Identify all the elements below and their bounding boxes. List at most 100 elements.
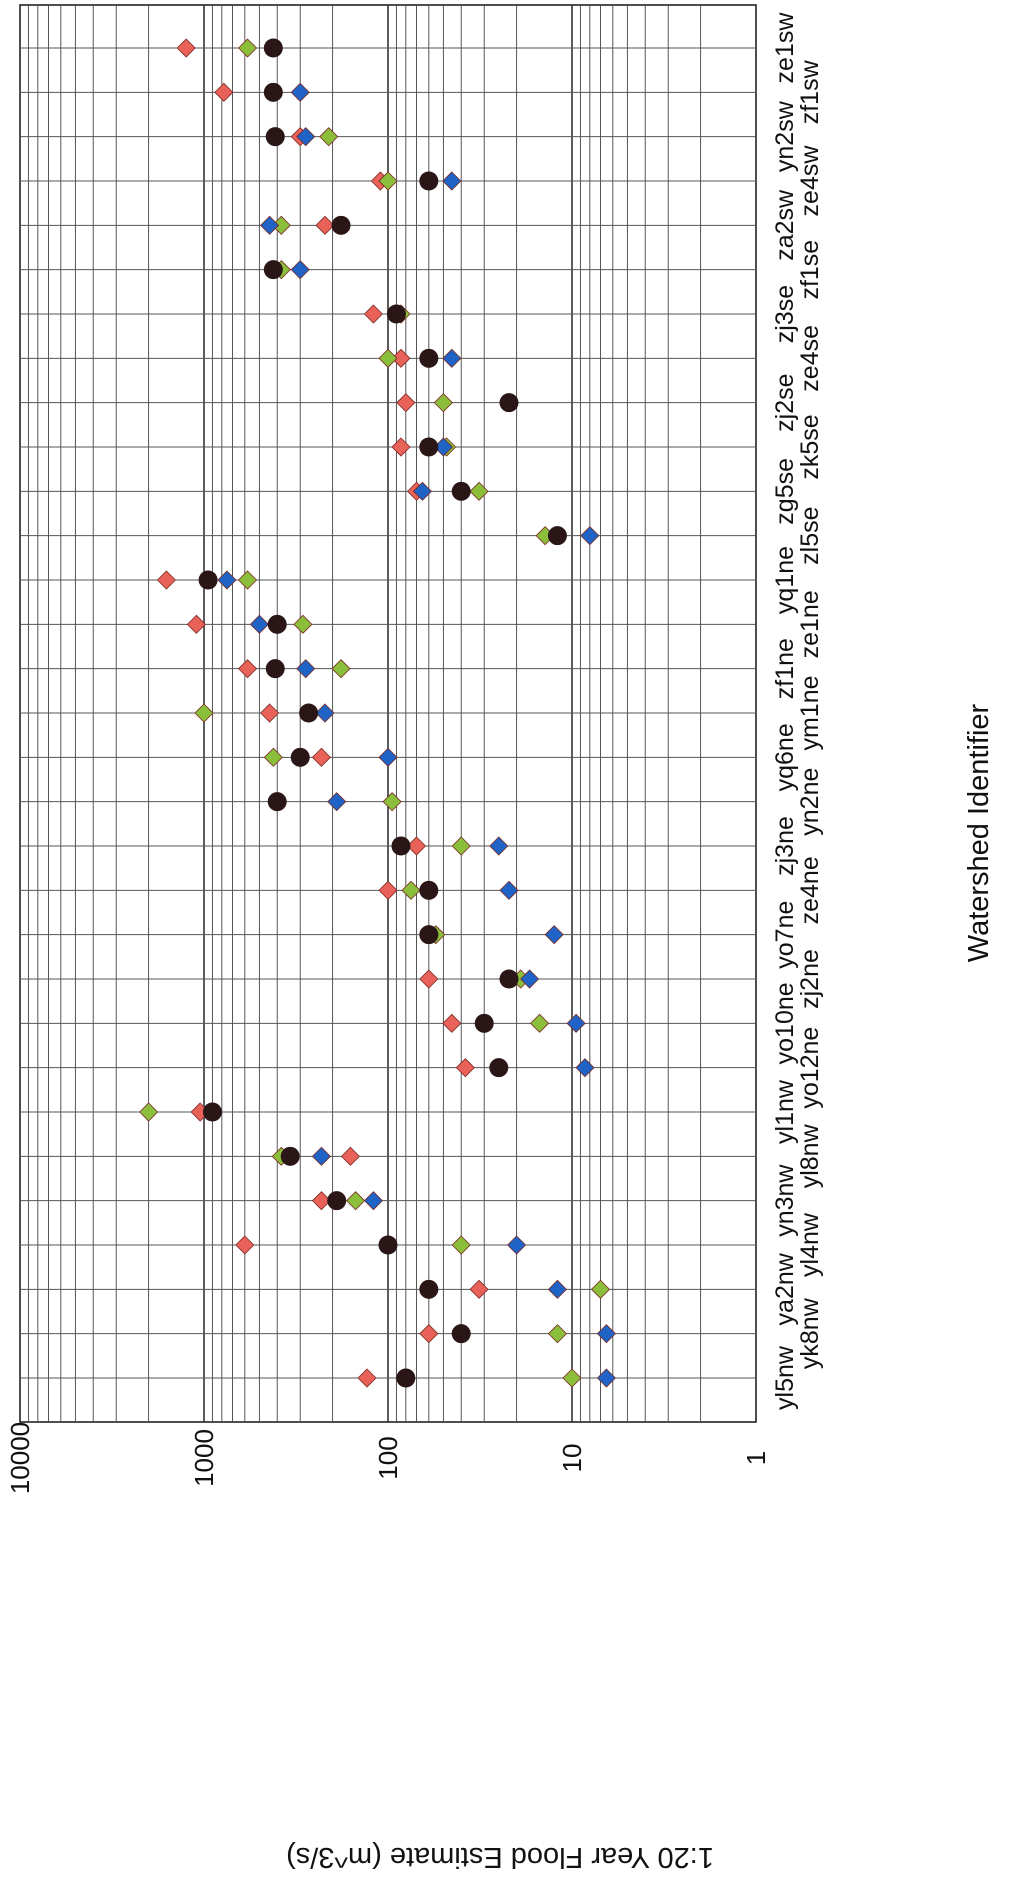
data-point-diamond bbox=[263, 747, 283, 767]
data-point-diamond bbox=[194, 703, 214, 723]
category-label: yn2ne bbox=[796, 768, 824, 836]
data-point-diamond bbox=[442, 348, 462, 368]
plot-grid bbox=[19, 4, 757, 1423]
data-point-diamond bbox=[260, 215, 280, 235]
data-point-diamond bbox=[391, 437, 411, 457]
value-tick-label: 100 bbox=[373, 1436, 403, 1479]
data-point-circle bbox=[499, 969, 519, 989]
data-point-diamond bbox=[547, 1324, 567, 1344]
category-label: yq1ne bbox=[771, 546, 799, 614]
data-point-diamond bbox=[419, 1324, 439, 1344]
data-point-circle bbox=[267, 792, 287, 812]
data-point-diamond bbox=[214, 82, 234, 102]
data-point-diamond bbox=[340, 1146, 361, 1166]
data-point-circle bbox=[451, 481, 471, 501]
data-point-circle bbox=[419, 1279, 439, 1299]
data-point-diamond bbox=[139, 1102, 159, 1122]
data-point-diamond bbox=[237, 570, 258, 590]
category-label: zj2se bbox=[771, 373, 799, 431]
data-point-circle bbox=[499, 393, 519, 413]
data-point-diamond bbox=[290, 260, 310, 280]
data-point-diamond bbox=[442, 1013, 462, 1033]
data-point-circle bbox=[202, 1102, 222, 1122]
data-point-circle bbox=[391, 836, 411, 856]
data-point-diamond bbox=[596, 1368, 616, 1388]
category-label: yl1nw bbox=[771, 1079, 799, 1144]
data-point-circle bbox=[419, 437, 439, 457]
data-point-diamond bbox=[575, 1058, 595, 1078]
data-point-diamond bbox=[382, 792, 402, 812]
category-label: ze1sw bbox=[771, 12, 799, 84]
data-point-circle bbox=[299, 703, 319, 723]
data-point-diamond bbox=[290, 82, 310, 102]
x-axis-title: Watershed Identifier bbox=[963, 703, 995, 962]
data-point-diamond bbox=[237, 659, 258, 679]
category-label: yl5nw bbox=[771, 1345, 799, 1410]
data-point-diamond bbox=[378, 348, 398, 368]
data-point-diamond bbox=[311, 747, 332, 767]
data-point-diamond bbox=[520, 969, 540, 989]
data-point-diamond bbox=[590, 1279, 611, 1299]
category-label: zk5se bbox=[796, 414, 824, 479]
data-point-diamond bbox=[547, 1279, 567, 1299]
data-point-diamond bbox=[331, 659, 351, 679]
category-label: yq6ne bbox=[771, 723, 799, 791]
data-point-diamond bbox=[217, 570, 237, 590]
data-point-diamond bbox=[507, 1235, 527, 1255]
data-point-diamond bbox=[357, 1368, 377, 1388]
data-point-circle bbox=[327, 1191, 347, 1211]
category-label: yl8nw bbox=[796, 1123, 824, 1188]
data-point-diamond bbox=[176, 38, 196, 58]
category-label: zg5se bbox=[771, 458, 799, 525]
data-point-diamond bbox=[596, 1324, 616, 1344]
data-point-diamond bbox=[363, 1191, 383, 1211]
category-label: zf1sw bbox=[796, 59, 824, 124]
category-label: yn2sw bbox=[771, 100, 799, 172]
data-point-diamond bbox=[469, 481, 489, 501]
category-label: ya2nw bbox=[771, 1252, 799, 1325]
data-point-diamond bbox=[419, 969, 439, 989]
data-point-diamond bbox=[296, 127, 316, 147]
data-point-circle bbox=[378, 1235, 398, 1255]
category-label: yk8nw bbox=[796, 1297, 824, 1369]
data-point-circle bbox=[331, 215, 351, 235]
data-point-diamond bbox=[562, 1368, 582, 1388]
data-points bbox=[139, 38, 616, 1388]
data-point-circle bbox=[419, 880, 439, 900]
data-point-diamond bbox=[378, 171, 398, 191]
data-point-circle bbox=[547, 526, 567, 546]
data-point-circle bbox=[263, 38, 283, 58]
data-point-diamond bbox=[391, 348, 411, 368]
data-point-circle bbox=[267, 614, 287, 634]
category-label: yo10ne bbox=[771, 982, 799, 1064]
data-point-diamond bbox=[235, 1235, 255, 1255]
data-point-diamond bbox=[315, 215, 335, 235]
data-point-circle bbox=[474, 1013, 494, 1033]
data-point-circle bbox=[396, 1368, 416, 1388]
data-point-circle bbox=[419, 171, 439, 191]
category-label: ze1ne bbox=[796, 590, 824, 658]
data-point-diamond bbox=[260, 703, 280, 723]
data-point-diamond bbox=[544, 925, 564, 945]
data-point-diamond bbox=[396, 393, 416, 413]
category-label: zj2ne bbox=[796, 949, 824, 1009]
data-point-diamond bbox=[156, 570, 177, 590]
data-point-diamond bbox=[315, 703, 335, 723]
category-label: zj3se bbox=[771, 285, 799, 343]
category-label: zj3ne bbox=[771, 816, 799, 876]
data-point-diamond bbox=[401, 880, 421, 900]
category-label: ym1ne bbox=[796, 675, 824, 750]
category-label: ze4sw bbox=[796, 145, 824, 217]
data-point-circle bbox=[419, 925, 439, 945]
data-point-diamond bbox=[311, 1191, 332, 1211]
data-point-circle bbox=[290, 747, 310, 767]
data-point-diamond bbox=[249, 614, 269, 634]
y-axis-title: 1:20 Year Flood Estimate (m^3/s) bbox=[286, 1841, 714, 1873]
data-point-diamond bbox=[499, 880, 519, 900]
value-tick-label: 10000 bbox=[5, 1422, 35, 1494]
data-point-circle bbox=[263, 82, 283, 102]
data-point-diamond bbox=[433, 393, 453, 413]
data-point-circle bbox=[451, 1324, 471, 1344]
data-point-circle bbox=[280, 1146, 300, 1166]
